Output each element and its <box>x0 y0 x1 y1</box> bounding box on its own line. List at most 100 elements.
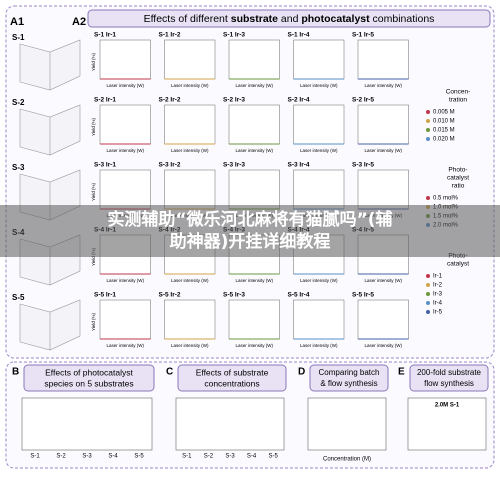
legend-item: 0.010 M <box>433 119 455 125</box>
panel-title: flow synthesis <box>424 379 474 388</box>
title-bar <box>87 9 491 28</box>
x-axis-label: Laser intensity (W) <box>171 83 209 88</box>
row-label: S-2 <box>12 98 25 107</box>
cell-axes <box>99 104 151 145</box>
cell-axes <box>99 169 151 210</box>
x-axis-label: Laser intensity (W) <box>300 148 338 153</box>
title-part: and <box>278 13 301 25</box>
cell-label: S-5 Ir-2 <box>159 292 181 299</box>
cube-frame <box>19 39 81 91</box>
tick-label: Concentration (M) <box>323 457 371 463</box>
cell-label: S-3 Ir-4 <box>288 162 310 169</box>
panel-label: A1 <box>10 16 24 28</box>
cell-axes <box>228 104 280 145</box>
cell-axes <box>164 169 216 210</box>
x-axis-label: Laser intensity (W) <box>364 148 402 153</box>
title-part: combinations <box>370 13 435 25</box>
x-axis-label: Laser intensity (W) <box>300 83 338 88</box>
panel-title-bar <box>23 364 155 392</box>
y-axis-label: Yield (%) <box>91 312 96 331</box>
cell-label: S-1 Ir-2 <box>159 32 181 39</box>
tick-label: 2.0M S-1 <box>435 403 460 409</box>
cell-label: S-2 Ir-2 <box>159 97 181 104</box>
y-axis-label: Yield (%) <box>91 117 96 136</box>
panel-label: D <box>298 367 305 378</box>
x-axis-label: Laser intensity (W) <box>235 278 273 283</box>
row-label: S-1 <box>12 33 25 42</box>
x-axis-label: Laser intensity (W) <box>171 278 209 283</box>
title-part: substrate <box>231 13 278 25</box>
panel-label: B <box>12 367 19 378</box>
legend-title: ratio <box>452 183 465 190</box>
legend-item: Ir-2 <box>433 283 443 289</box>
cell-label: S-3 Ir-2 <box>159 162 181 169</box>
x-axis-label: Laser intensity (W) <box>364 83 402 88</box>
title: Effects of different substrate and photo… <box>144 13 435 25</box>
legend-title: Concen- <box>446 89 471 96</box>
panel-title: concentrations <box>204 378 259 388</box>
cell-label: S-3 Ir-3 <box>223 162 245 169</box>
cell-axes <box>99 39 151 80</box>
cell-axes <box>228 299 280 340</box>
y-axis-label: Yield (%) <box>91 182 96 201</box>
legend-title: Photo- <box>448 167 467 174</box>
legend-item: Ir-4 <box>433 301 443 307</box>
legend-swatch <box>426 301 430 305</box>
x-axis-label: Laser intensity (W) <box>235 83 273 88</box>
legend-item: 0.020 M <box>433 137 455 143</box>
cell-axes <box>293 39 345 80</box>
cell-label: S-1 Ir-3 <box>223 32 245 39</box>
cell-label: S-1 Ir-4 <box>288 32 310 39</box>
legend-swatch <box>426 274 430 278</box>
cell-axes <box>164 104 216 145</box>
legend-item: 0.5 mol% <box>433 196 459 202</box>
tick-label: S-3 <box>225 454 235 460</box>
cell-label: S-5 Ir-4 <box>288 292 310 299</box>
tick-label: S-1 <box>182 454 192 460</box>
title-part: Effects of different <box>144 13 231 25</box>
cell-axes <box>228 39 280 80</box>
x-axis-label: Laser intensity (W) <box>235 343 273 348</box>
panel-title-bar <box>409 364 489 392</box>
panel-axes <box>407 397 487 451</box>
tick-label: S-5 <box>269 454 279 460</box>
x-axis-label: Laser intensity (W) <box>171 343 209 348</box>
legend-swatch <box>426 128 430 132</box>
tick-label: S-4 <box>247 454 257 460</box>
overlay-text: 实测辅助“微乐河北麻将有猫腻吗”(辅 <box>107 209 392 230</box>
x-axis-label: Laser intensity (W) <box>235 148 273 153</box>
legend-title: catalyst <box>447 175 469 182</box>
legend-item: 0.005 M <box>433 110 455 116</box>
tick-label: S-2 <box>204 454 214 460</box>
x-axis-label: Laser intensity (W) <box>106 343 144 348</box>
tick-label: S-4 <box>108 454 118 460</box>
row-label: S-3 <box>12 163 25 172</box>
x-axis-label: Laser intensity (W) <box>300 343 338 348</box>
cube-frame <box>19 299 81 351</box>
panel-title: & flow synthesis <box>320 379 377 388</box>
panel-title: species on 5 substrates <box>44 378 133 388</box>
legend-swatch <box>426 283 430 287</box>
legend-swatch <box>426 196 430 200</box>
legend-title: tration <box>449 97 467 104</box>
panel-title: Effects of photocatalyst <box>45 367 133 377</box>
legend-item: 0.015 M <box>433 128 455 134</box>
legend-swatch <box>426 292 430 296</box>
cell-label: S-1 Ir-5 <box>352 32 374 39</box>
panel-title: 200-fold substrate <box>417 368 482 377</box>
row-label: S-5 <box>12 293 25 302</box>
x-axis-label: Laser intensity (W) <box>106 148 144 153</box>
x-axis-label: Laser intensity (W) <box>171 148 209 153</box>
cell-label: S-3 Ir-5 <box>352 162 374 169</box>
panel-axes <box>307 397 387 451</box>
cell-label: S-5 Ir-3 <box>223 292 245 299</box>
x-axis-label: Laser intensity (W) <box>364 343 402 348</box>
legend-swatch <box>426 110 430 114</box>
legend-item: Ir-5 <box>433 310 443 316</box>
cell-label: S-2 Ir-4 <box>288 97 310 104</box>
cell-axes <box>357 299 409 340</box>
x-axis-label: Laser intensity (W) <box>106 83 144 88</box>
tick-label: S-1 <box>30 454 40 460</box>
cell-label: S-5 Ir-1 <box>94 292 116 299</box>
